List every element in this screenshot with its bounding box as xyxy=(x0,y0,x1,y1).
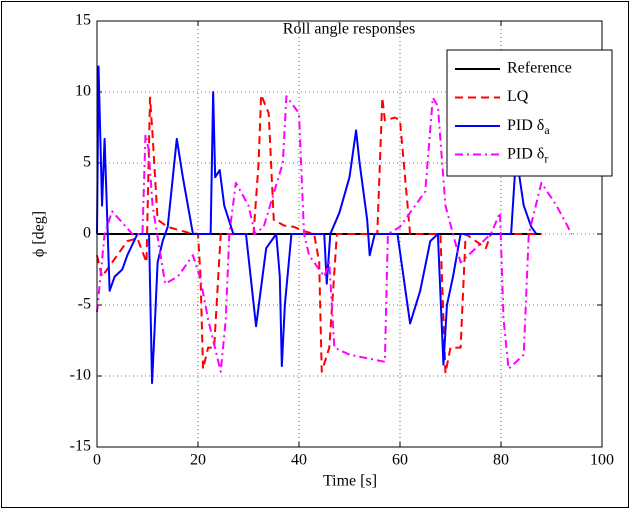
x-tick-label: 40 xyxy=(291,452,307,469)
x-tick-label: 20 xyxy=(190,452,206,469)
x-axis-label: Time [s] xyxy=(323,473,377,490)
legend-label: PID δr xyxy=(507,145,548,165)
legend-label: Reference xyxy=(507,60,572,77)
legend-label-main: PID δ xyxy=(507,145,544,162)
x-tick-label: 60 xyxy=(392,452,408,469)
y-tick-label: 15 xyxy=(75,12,91,29)
x-tick-label: 80 xyxy=(493,452,509,469)
plot-frame xyxy=(96,20,603,448)
y-tick-label: -5 xyxy=(78,296,91,313)
y-tick-label: 5 xyxy=(83,154,91,171)
legend-label-sub: a xyxy=(544,123,550,137)
legend-label: PID δa xyxy=(507,117,550,137)
y-tick-label: 0 xyxy=(83,225,91,242)
legend-label: LQ xyxy=(507,88,529,105)
series-line xyxy=(96,93,542,375)
y-tick-label: -10 xyxy=(70,367,91,384)
y-axis-label: ϕ [deg] xyxy=(31,211,48,257)
x-tick-label: 0 xyxy=(93,452,101,469)
x-tick-label: 100 xyxy=(590,452,614,469)
legend-label-sub: r xyxy=(544,151,548,165)
legend-label-main: PID δ xyxy=(507,117,544,134)
series-line xyxy=(96,65,538,385)
y-tick-label: 10 xyxy=(75,83,91,100)
chart-title: Roll angle responses xyxy=(283,21,415,38)
y-tick-label: -15 xyxy=(70,438,91,455)
